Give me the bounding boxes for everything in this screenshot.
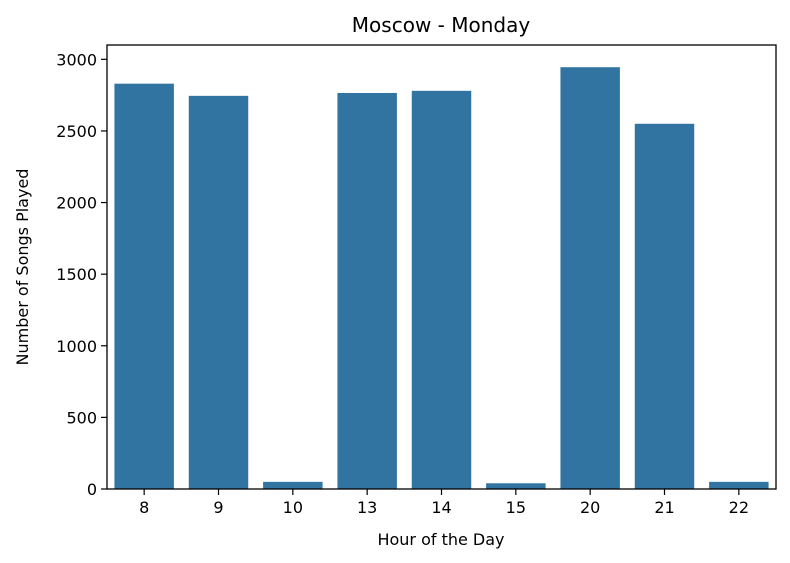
bar-hour-21: [634, 123, 695, 489]
x-tick-label: 21: [654, 498, 674, 517]
y-axis: 0 500 1000 1500 2000 2500 3000: [56, 50, 107, 499]
x-tick-label: 22: [729, 498, 749, 517]
bar-hour-10: [263, 481, 323, 489]
chart-title: Moscow - Monday: [352, 13, 531, 37]
bar-hour-9: [188, 95, 249, 490]
bar-hour-14: [411, 90, 472, 489]
x-axis-label: Hour of the Day: [377, 530, 504, 549]
plot-frame: [106, 44, 777, 490]
x-tick-label: 9: [213, 498, 223, 517]
y-tick-label: 500: [66, 408, 97, 427]
bar-hour-15: [486, 483, 546, 489]
y-tick-label: 2000: [56, 194, 97, 213]
x-tick-label: 13: [357, 498, 377, 517]
x-axis: 8 9 10 13 14 15 20 21 22: [139, 489, 749, 517]
y-tick-label: 0: [87, 480, 97, 499]
x-tick-label: 15: [506, 498, 526, 517]
y-tick-label: 1500: [56, 265, 97, 284]
x-tick-label: 20: [580, 498, 600, 517]
bar-hour-13: [337, 92, 397, 489]
bars-group: [114, 67, 769, 490]
bar-hour-8: [114, 83, 174, 490]
y-axis-label: Number of Songs Played: [13, 169, 32, 366]
x-tick-label: 8: [139, 498, 149, 517]
bar-hour-20: [560, 67, 620, 489]
x-tick-label: 14: [431, 498, 451, 517]
bar-hour-22: [709, 481, 769, 489]
y-tick-label: 1000: [56, 337, 97, 356]
y-tick-label: 2500: [56, 122, 97, 141]
y-tick-label: 3000: [56, 50, 97, 69]
x-tick-label: 10: [283, 498, 303, 517]
